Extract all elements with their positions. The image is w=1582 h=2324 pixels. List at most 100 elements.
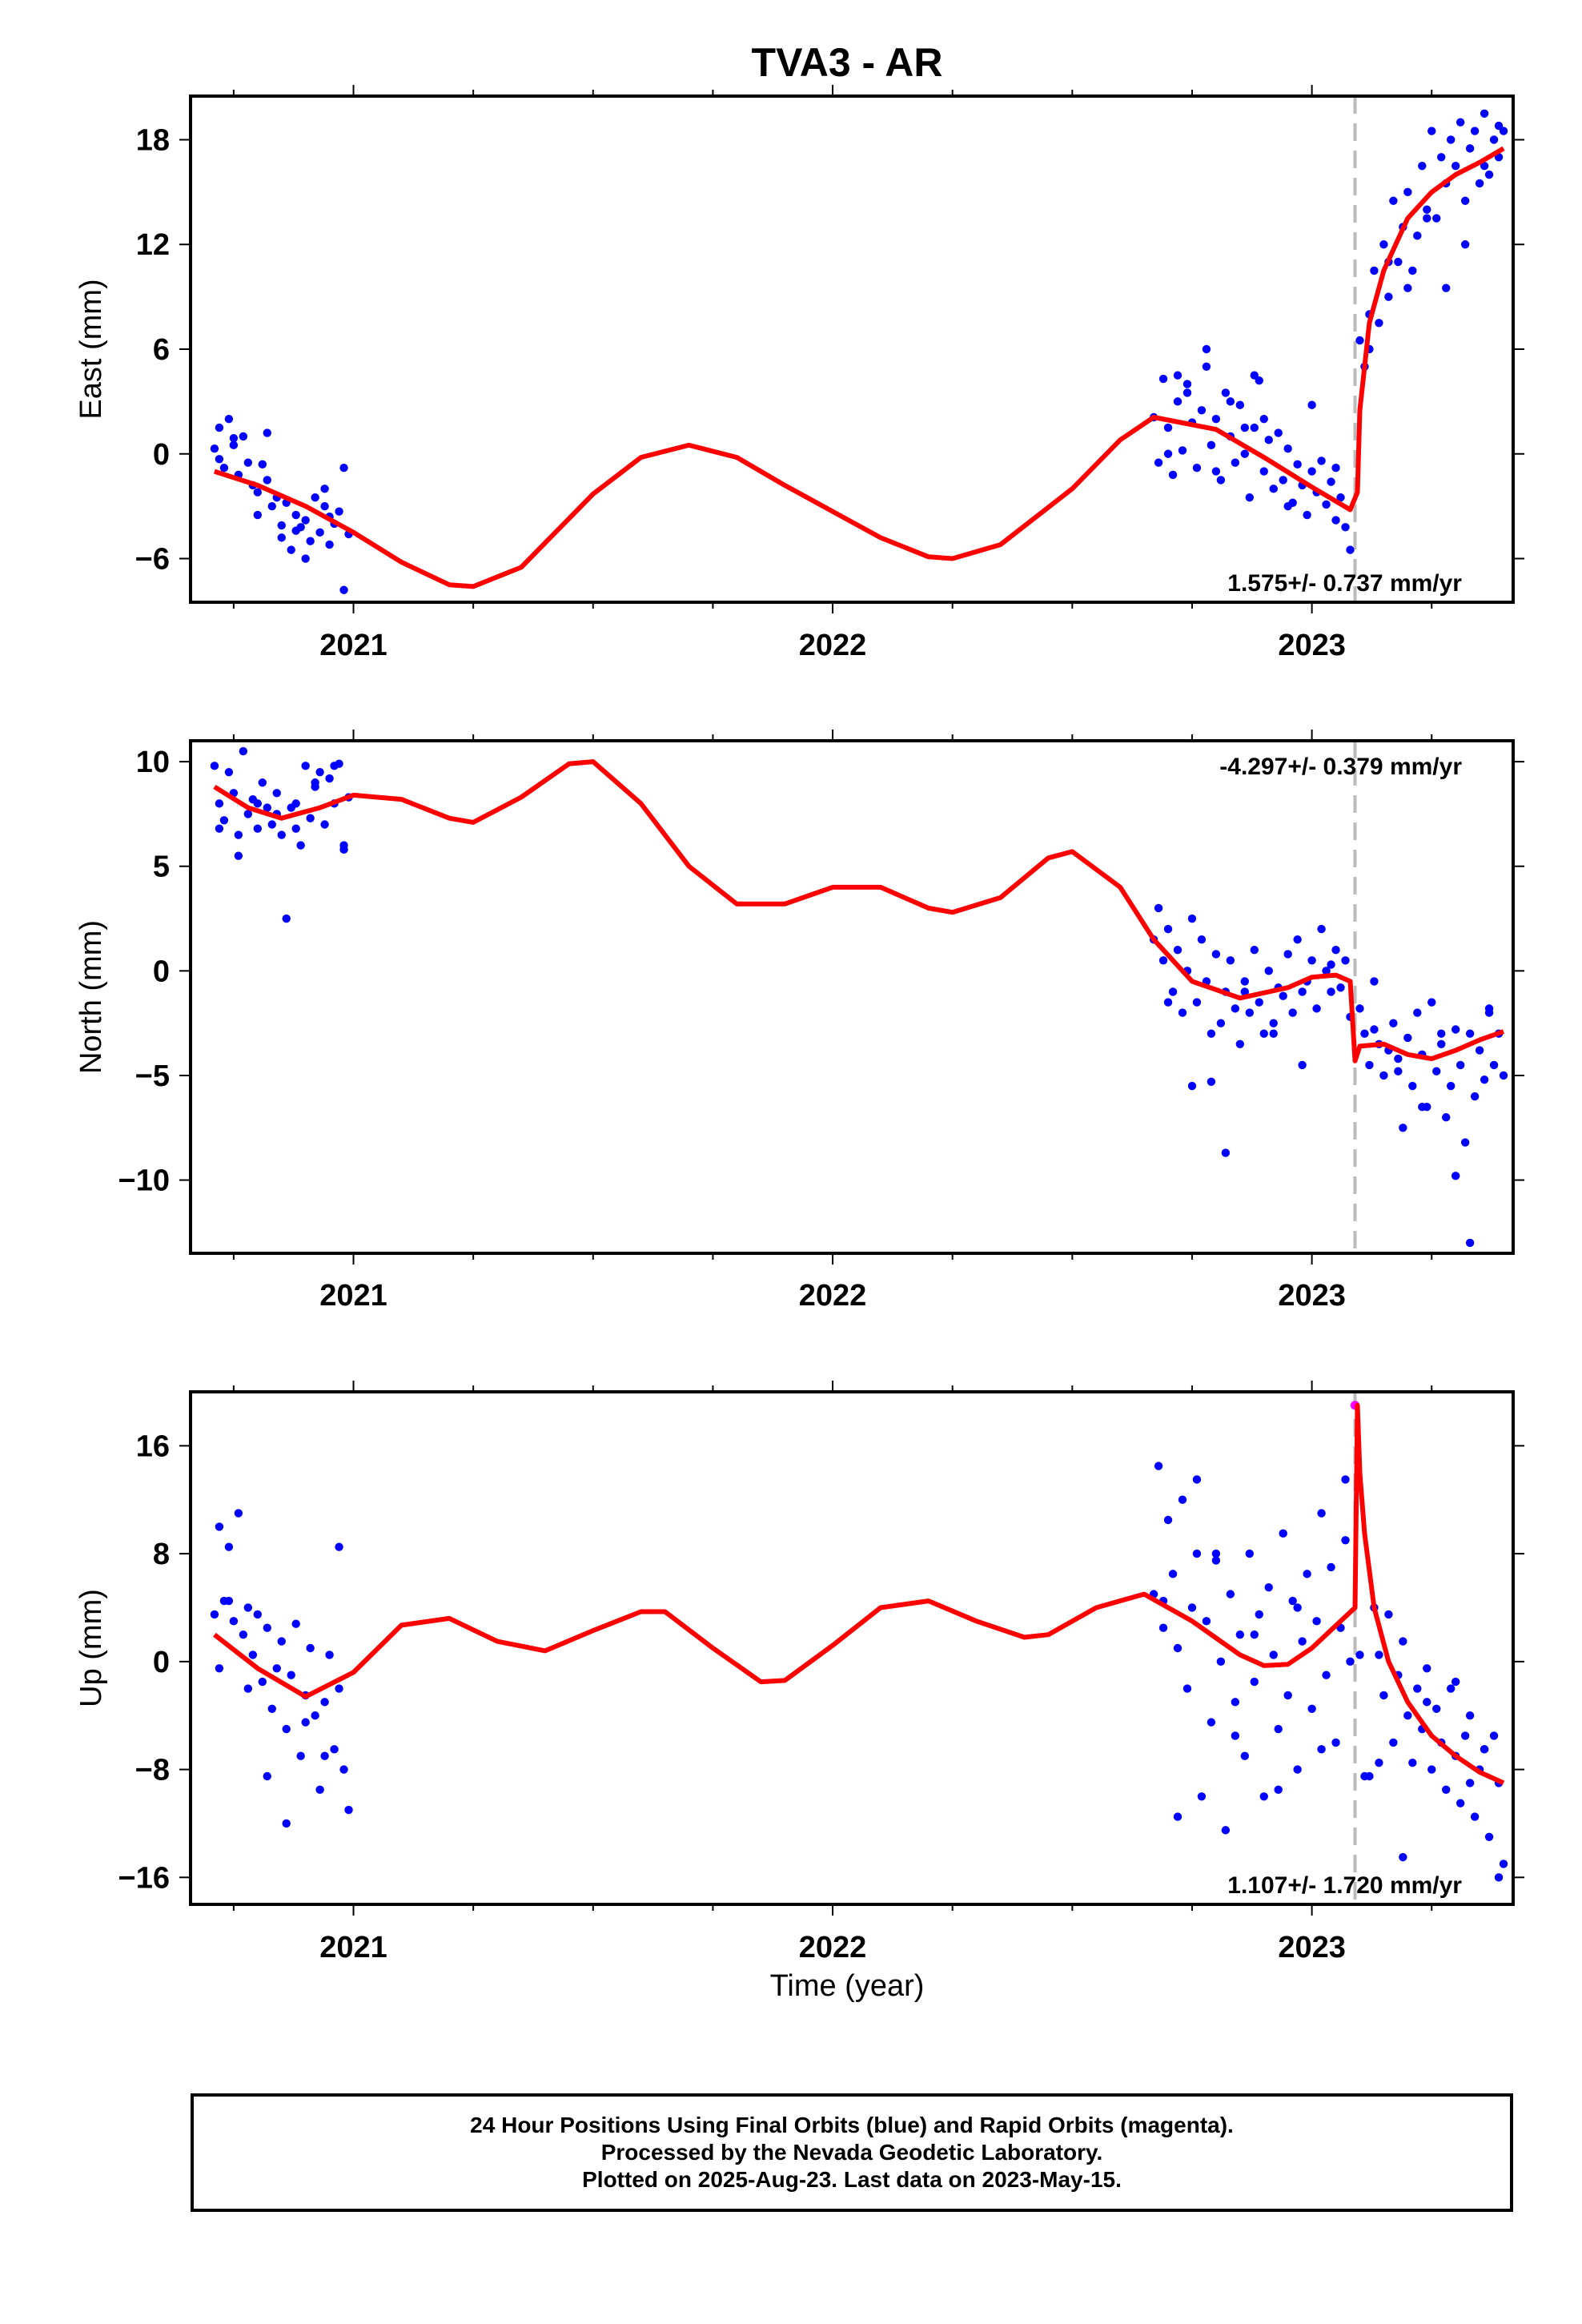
point-final <box>1293 1765 1302 1774</box>
footer-line-orbits: 24 Hour Positions Using Final Orbits (bl… <box>470 2113 1234 2137</box>
point-final <box>234 830 243 839</box>
point-final <box>1240 423 1250 432</box>
point-final <box>291 510 300 520</box>
point-final <box>1379 1071 1388 1080</box>
point-final <box>1499 1860 1508 1868</box>
point-final <box>1154 458 1163 467</box>
point-final <box>219 463 229 472</box>
point-final <box>239 746 248 756</box>
point-final <box>1245 1549 1254 1558</box>
point-final <box>1480 1075 1489 1084</box>
point-final <box>1370 266 1379 275</box>
point-final <box>1465 144 1475 153</box>
point-final <box>1288 1596 1297 1606</box>
point-final <box>1187 914 1197 923</box>
point-final <box>1384 1610 1393 1619</box>
point-final <box>1202 1617 1211 1626</box>
y-tick-label: 0 <box>153 955 170 988</box>
y-tick-label: 16 <box>136 1429 170 1463</box>
point-final <box>1442 283 1451 292</box>
point-final <box>344 1805 353 1815</box>
point-final <box>1163 449 1173 458</box>
point-final <box>1307 467 1316 476</box>
point-final <box>1432 214 1441 223</box>
point-final <box>243 458 253 467</box>
point-final <box>1399 1124 1407 1132</box>
x-tick-label: 2021 <box>319 1279 387 1313</box>
point-final <box>277 521 286 530</box>
point-final <box>1178 1495 1187 1504</box>
panel-up: 2021 2022 2023 −16 −8 0 8 16 Up (mm) 1.107+/- 1.7… <box>74 1381 1524 1964</box>
point-final <box>1235 1630 1245 1639</box>
point-final <box>1182 388 1192 397</box>
point-final <box>1187 1081 1197 1091</box>
point-final <box>1403 1711 1412 1720</box>
point-final <box>224 414 234 424</box>
point-final <box>263 1623 271 1632</box>
point-final <box>1173 1643 1182 1653</box>
point-final <box>1274 428 1283 437</box>
point-final <box>1264 436 1273 444</box>
point-final <box>1307 956 1316 965</box>
point-final <box>1192 1475 1202 1484</box>
point-final <box>315 1785 324 1795</box>
point-final <box>243 1603 253 1612</box>
point-final <box>320 820 329 829</box>
point-final <box>1480 1745 1489 1754</box>
point-final <box>1341 523 1350 532</box>
point-final <box>311 493 319 502</box>
point-final <box>1255 1610 1263 1619</box>
point-final <box>1423 205 1431 214</box>
point-final <box>315 528 324 537</box>
point-final <box>277 1637 286 1646</box>
point-final <box>1269 1029 1278 1038</box>
point-final <box>1226 397 1235 406</box>
point-final <box>1379 1691 1388 1700</box>
point-final <box>1269 485 1278 493</box>
point-final <box>1274 1785 1283 1795</box>
footer-box: 24 Hour Positions Using Final Orbits (bl… <box>191 2093 1513 2212</box>
point-final <box>1456 1799 1465 1807</box>
point-final <box>1192 998 1202 1007</box>
point-final <box>1298 987 1307 996</box>
point-final <box>1437 1039 1446 1048</box>
point-final <box>1173 397 1182 406</box>
point-final <box>1317 456 1326 465</box>
point-final <box>253 799 262 808</box>
point-final <box>1442 1785 1451 1795</box>
point-final <box>1408 1081 1417 1091</box>
point-final <box>1489 1060 1499 1070</box>
point-final <box>1365 1060 1374 1070</box>
point-final <box>296 1751 305 1760</box>
panel-east: 2021 2022 2023 −6 0 6 12 18 East (mm) 1.575+/- 0.… <box>74 85 1524 662</box>
y-tick-label: −8 <box>135 1754 170 1787</box>
point-final <box>1240 1751 1250 1760</box>
point-final <box>1331 946 1340 955</box>
point-final <box>1226 1590 1235 1598</box>
point-final <box>1346 545 1355 554</box>
point-final <box>1499 1071 1508 1080</box>
point-final <box>1437 1029 1446 1038</box>
point-final <box>291 824 300 833</box>
point-final <box>263 803 271 812</box>
point-final <box>1489 1731 1499 1740</box>
y-tick-label: −10 <box>118 1164 170 1198</box>
point-final <box>1322 967 1331 975</box>
point-final <box>311 778 319 787</box>
point-final <box>1221 1148 1231 1157</box>
point-final <box>1470 127 1480 135</box>
point-final <box>1211 467 1221 476</box>
point-final <box>1432 1704 1441 1713</box>
point-final <box>1317 924 1326 934</box>
model-curve <box>213 146 1505 589</box>
point-final <box>1465 1779 1475 1787</box>
point-final <box>239 432 248 441</box>
point-final <box>320 485 329 493</box>
point-final <box>1178 1008 1187 1017</box>
x-tick-label: 2022 <box>799 1279 867 1313</box>
point-final <box>1211 414 1221 424</box>
point-final <box>1394 257 1403 267</box>
point-final <box>1355 1651 1364 1659</box>
point-final <box>291 526 300 535</box>
y-tick-label: 0 <box>153 438 170 472</box>
